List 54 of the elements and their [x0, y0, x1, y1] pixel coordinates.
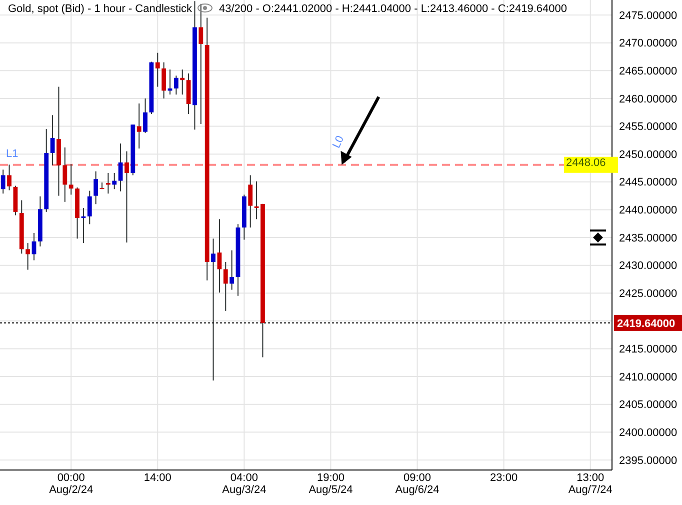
candlestick — [248, 174, 253, 228]
candlestick — [162, 62, 166, 99]
ref-line-label: 2419.64000 — [617, 318, 676, 330]
candlestick — [223, 261, 228, 312]
candlestick — [211, 238, 216, 381]
y-tick-label: 2445.00000 — [619, 176, 678, 189]
y-tick-label: 2460.00000 — [619, 93, 678, 106]
x-tick-label: 23:00 — [490, 472, 518, 484]
y-tick-label: 2395.00000 — [619, 454, 678, 467]
candlestick — [136, 102, 142, 150]
y-tick-label: 2435.00000 — [619, 232, 678, 244]
candlestick — [186, 72, 191, 115]
candlestick — [26, 242, 30, 270]
candlestick — [87, 190, 92, 225]
y-tick-label: 2430.00000 — [619, 260, 678, 272]
annotation: 2448.06 — [566, 156, 606, 169]
y-tick-label: 2465.00000 — [619, 65, 678, 78]
candlestick — [0, 169, 6, 194]
y-tick-label: 2470.00000 — [619, 38, 678, 50]
candlestick — [94, 170, 98, 205]
candlestick — [198, 3, 204, 125]
annotation: L0 — [330, 134, 347, 150]
candlestick — [68, 164, 74, 196]
candlestick — [124, 150, 129, 244]
candlestick — [143, 98, 148, 134]
candlestick — [62, 146, 68, 202]
candlestick — [180, 69, 185, 96]
y-tick-label: 2415.00000 — [619, 344, 678, 356]
candlestick — [174, 75, 178, 96]
candlestick — [112, 172, 117, 190]
x-tick-label: 09:00 Aug/6/24 — [395, 472, 440, 496]
candlestick — [155, 52, 160, 88]
x-tick-label: 19:00 Aug/5/24 — [308, 472, 353, 496]
x-tick-label: 14:00 — [144, 472, 172, 484]
x-tick-label: 04:00 Aug/3/24 — [222, 472, 266, 496]
candlestick — [230, 250, 234, 290]
y-tick-label: 2450.00000 — [619, 148, 678, 161]
y-tick-label: 2400.00000 — [619, 427, 678, 440]
x-tick-label: 13:00 Aug/7/24 — [568, 472, 612, 496]
y-tick-label: 2475.00000 — [619, 10, 678, 22]
x-tick-label: 00:00 Aug/2/24 — [49, 472, 94, 496]
y-tick-label: 2405.00000 — [619, 399, 678, 412]
candlestick — [118, 143, 123, 192]
candlestick — [7, 164, 12, 191]
candlestick — [50, 114, 55, 166]
chart-subtitle: 43/200 - O:2441.02000 - H:2441.04000 - L:2413.46000 - C:2419.64000 — [219, 3, 567, 15]
y-tick-label: 2425.00000 — [619, 288, 678, 300]
ref-line-label: L1 — [6, 148, 18, 160]
chart-title: Gold, spot (Bid) - 1 hour - Candlestick — [8, 3, 193, 15]
y-tick-label: 2410.00000 — [619, 371, 678, 384]
candlestick — [106, 172, 110, 194]
candlestick — [217, 218, 222, 294]
y-tick-label: 2440.00000 — [619, 204, 678, 217]
y-tick-label: 2455.00000 — [619, 121, 678, 134]
